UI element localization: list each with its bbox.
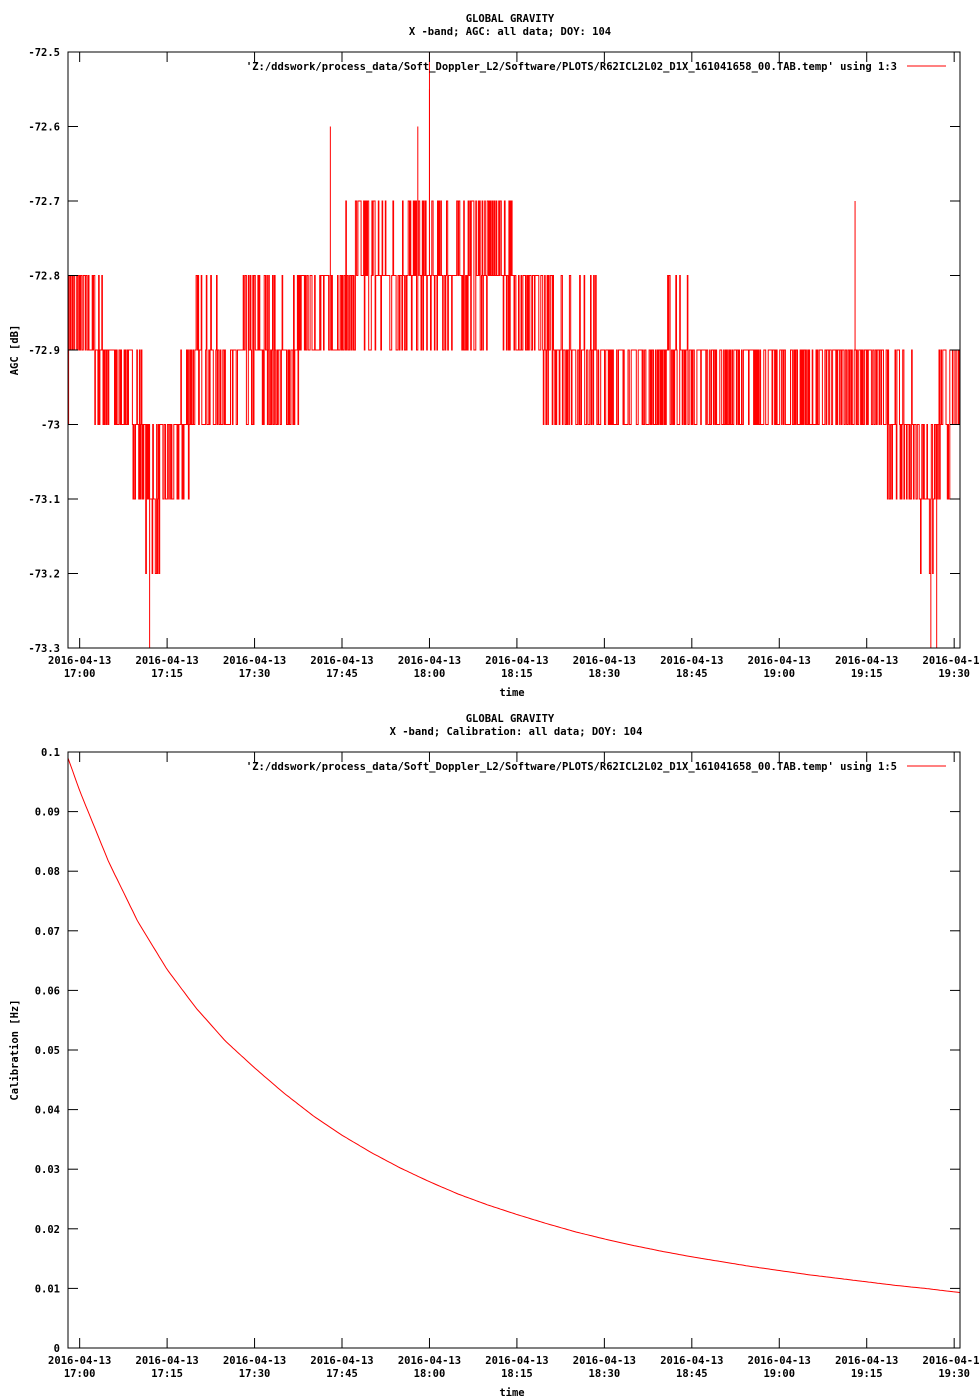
y-tick-label: -72.9 xyxy=(28,345,60,357)
y-tick-label: 0.08 xyxy=(35,866,60,878)
series-line xyxy=(68,200,960,574)
x-tick-label-date: 2016-04-13 xyxy=(485,1355,548,1367)
y-tick-label: 0.06 xyxy=(35,985,60,997)
y-tick-label: 0.02 xyxy=(35,1224,60,1236)
y-tick-label: 0.1 xyxy=(41,747,60,759)
x-tick-label-time: 17:00 xyxy=(64,1368,96,1380)
chart-subtitle: X -band; AGC: all data; DOY: 104 xyxy=(409,26,611,38)
x-tick-label-date: 2016-04-13 xyxy=(136,1355,199,1367)
y-tick-label: -72.8 xyxy=(28,271,60,283)
chart-agc: GLOBAL GRAVITY X -band; AGC: all data; D… xyxy=(9,13,980,699)
y-tick-label: 0.09 xyxy=(35,807,60,819)
y-tick-label: -73.1 xyxy=(28,494,60,506)
x-tick-label-time: 19:00 xyxy=(763,1368,795,1380)
x-tick-label-date: 2016-04-13 xyxy=(835,1355,898,1367)
x-tick-label-date: 2016-04-13 xyxy=(398,1355,461,1367)
y-tick-label: -73 xyxy=(41,420,60,432)
x-axis: 2016-04-1317:002016-04-1317:152016-04-13… xyxy=(48,52,980,680)
plot-frame xyxy=(67,751,961,1349)
x-tick-label-time: 17:30 xyxy=(239,668,271,680)
x-tick-label-time: 18:00 xyxy=(414,1368,446,1380)
y-axis-label: AGC [dB] xyxy=(9,325,21,376)
y-tick-label: -72.5 xyxy=(28,47,60,59)
y-tick-label: 0.01 xyxy=(35,1283,60,1295)
x-tick-label-date: 2016-04-13 xyxy=(48,655,111,667)
legend-entry: 'Z:/ddswork/process_data/Soft_Doppler_L2… xyxy=(246,761,897,773)
y-tick-label: -73.2 xyxy=(28,569,60,581)
y-tick-label: -72.6 xyxy=(28,122,60,134)
y-axis: 0.1 0.09 0.08 0.07 0.06 0.05 0.04 0.03 0.02 0.01 0 xyxy=(35,747,960,1355)
x-tick-label-date: 2016-04-13 xyxy=(223,655,286,667)
calibration-series-line xyxy=(67,757,961,1294)
y-tick-label: -73.3 xyxy=(28,643,60,655)
x-tick-label-time: 17:00 xyxy=(64,668,96,680)
y-tick-label: 0.07 xyxy=(35,926,60,938)
x-tick-label-time: 19:15 xyxy=(851,1368,883,1380)
x-tick-label-date: 2016-04-13 xyxy=(223,1355,286,1367)
x-tick-label-date: 2016-04-13 xyxy=(835,655,898,667)
x-axis-label: time xyxy=(499,1387,524,1399)
x-tick-label-date: 2016-04-13 xyxy=(748,655,811,667)
x-tick-label-date: 2016-04-13 xyxy=(310,655,373,667)
x-tick-label-time: 19:30 xyxy=(938,668,970,680)
x-tick-label-date: 2016-04-13 xyxy=(660,655,723,667)
legend-entry: 'Z:/ddswork/process_data/Soft_Doppler_L2… xyxy=(246,61,897,73)
series-line xyxy=(67,757,961,1294)
y-axis-label: Calibration [Hz] xyxy=(9,999,21,1100)
x-tick-label-time: 18:30 xyxy=(589,668,621,680)
y-axis: -72.5 -72.6 -72.7 -72.8 -72.9 -73 -73.1 -73.2 -7… xyxy=(28,47,960,655)
x-tick-label-time: 18:30 xyxy=(589,1368,621,1380)
x-tick-label-date: 2016-04-13 xyxy=(398,655,461,667)
chart-calibration: GLOBAL GRAVITY X -band; Calibration: all… xyxy=(9,713,980,1399)
y-tick-label: 0.04 xyxy=(35,1105,60,1117)
x-tick-label-time: 18:00 xyxy=(414,668,446,680)
x-tick-label-time: 17:45 xyxy=(326,668,358,680)
y-tick-label: 0.03 xyxy=(35,1164,60,1176)
x-tick-label-date: 2016-04-13 xyxy=(485,655,548,667)
x-tick-label-time: 17:45 xyxy=(326,1368,358,1380)
x-tick-label-time: 19:30 xyxy=(938,1368,970,1380)
x-tick-label-time: 19:15 xyxy=(851,668,883,680)
y-tick-label: 0.05 xyxy=(35,1045,60,1057)
x-tick-label-date: 2016-04-13 xyxy=(573,1355,636,1367)
x-tick-label-date: 2016-04-13 xyxy=(136,655,199,667)
y-tick-label: -72.7 xyxy=(28,196,60,208)
x-tick-label-time: 18:15 xyxy=(501,668,533,680)
y-tick-label: 0 xyxy=(54,1343,60,1355)
agc-series-line xyxy=(68,52,960,648)
chart-subtitle: X -band; Calibration: all data; DOY: 104 xyxy=(390,726,643,738)
x-axis-label: time xyxy=(499,687,524,699)
x-tick-label-time: 19:00 xyxy=(763,668,795,680)
chart-title: GLOBAL GRAVITY xyxy=(466,713,555,725)
x-axis: 2016-04-1317:002016-04-1317:152016-04-13… xyxy=(48,752,980,1380)
x-tick-label-date: 2016-04-13 xyxy=(48,1355,111,1367)
x-tick-label-date: 2016-04-13 xyxy=(310,1355,373,1367)
x-tick-label-date: 2016-04-13 xyxy=(748,1355,811,1367)
x-tick-label-time: 18:15 xyxy=(501,1368,533,1380)
x-tick-label-time: 18:45 xyxy=(676,1368,708,1380)
x-tick-label-date: 2016-04-13 xyxy=(923,1355,980,1367)
x-tick-label-time: 17:30 xyxy=(239,1368,271,1380)
x-tick-label-time: 17:15 xyxy=(151,1368,183,1380)
chart-title: GLOBAL GRAVITY xyxy=(466,13,555,25)
x-tick-label-time: 17:15 xyxy=(151,668,183,680)
x-tick-label-date: 2016-04-13 xyxy=(573,655,636,667)
x-tick-label-date: 2016-04-13 xyxy=(660,1355,723,1367)
x-tick-label-date: 2016-04-13 xyxy=(923,655,980,667)
x-tick-label-time: 18:45 xyxy=(676,668,708,680)
